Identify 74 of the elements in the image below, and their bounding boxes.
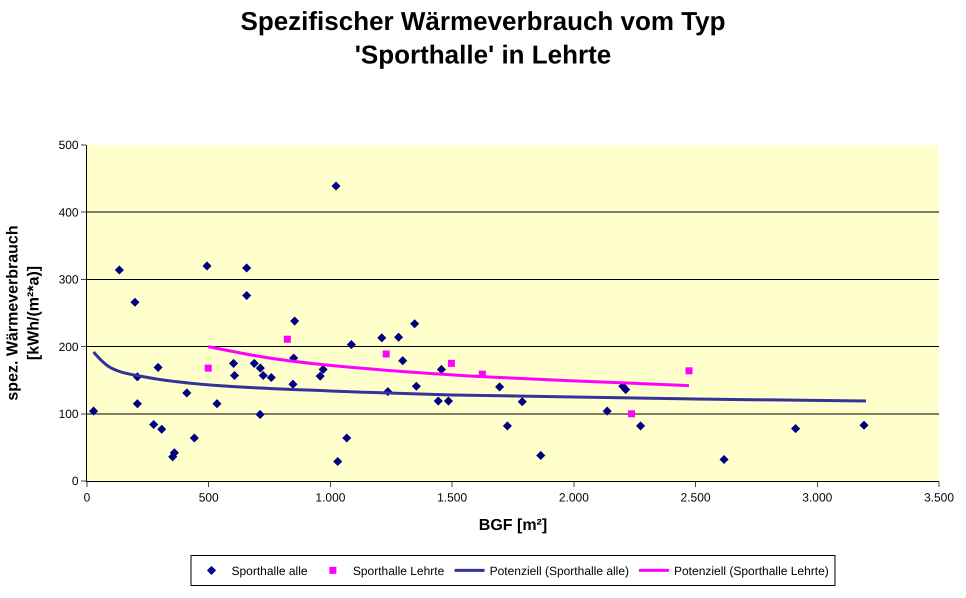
point bbox=[149, 420, 158, 430]
x-tick-label: 1.500 bbox=[437, 490, 468, 504]
y-tick-label: 500 bbox=[58, 138, 79, 152]
point bbox=[258, 370, 268, 380]
point bbox=[444, 396, 454, 406]
point bbox=[228, 358, 238, 368]
point bbox=[398, 356, 408, 366]
point bbox=[382, 350, 390, 358]
point bbox=[190, 433, 199, 443]
x-tick-label: 3.500 bbox=[924, 490, 954, 504]
y-axis-title: spez. Wärmeverbrauch [kWh/(m²*a)] bbox=[4, 225, 42, 401]
point bbox=[204, 364, 212, 372]
point bbox=[132, 399, 142, 408]
point bbox=[412, 382, 421, 391]
y-tick-label: 300 bbox=[58, 272, 79, 287]
point bbox=[212, 399, 222, 408]
x-tick-label: 0 bbox=[84, 490, 91, 504]
point bbox=[495, 382, 504, 392]
point bbox=[250, 358, 259, 368]
x-tick-label: 2.000 bbox=[558, 490, 590, 504]
point bbox=[256, 410, 265, 420]
point bbox=[331, 181, 341, 191]
legend-label: Sporthalle alle bbox=[232, 564, 308, 578]
point bbox=[720, 454, 729, 464]
point bbox=[621, 385, 630, 394]
point bbox=[182, 388, 192, 398]
point bbox=[518, 397, 527, 406]
point bbox=[230, 370, 240, 380]
point bbox=[394, 332, 404, 342]
point bbox=[154, 362, 163, 372]
point bbox=[288, 380, 298, 389]
y-tick-label: 200 bbox=[58, 340, 79, 354]
point bbox=[434, 396, 443, 406]
point bbox=[377, 333, 386, 342]
line-series bbox=[92, 350, 868, 403]
x-tick-label: 1.000 bbox=[315, 490, 346, 504]
point bbox=[346, 340, 356, 350]
point bbox=[791, 424, 800, 434]
point bbox=[628, 410, 636, 418]
point bbox=[410, 319, 420, 328]
point bbox=[290, 316, 300, 326]
point bbox=[636, 421, 646, 430]
point bbox=[130, 298, 140, 307]
x-axis-title: BGF [m²] bbox=[478, 517, 548, 534]
point bbox=[436, 364, 446, 374]
legend-label: Potenziell (Sporthalle alle) bbox=[490, 564, 630, 578]
x-tick-label: 3.000 bbox=[802, 490, 833, 504]
point bbox=[333, 456, 342, 466]
point bbox=[242, 290, 252, 300]
point bbox=[316, 372, 325, 381]
y-tick-label: 0 bbox=[72, 474, 79, 488]
x-tick-label: 500 bbox=[198, 490, 220, 504]
point bbox=[202, 261, 212, 271]
point bbox=[502, 421, 512, 430]
point bbox=[114, 265, 124, 275]
y-tick-label: 400 bbox=[58, 205, 79, 220]
y-tick-label: 100 bbox=[58, 407, 79, 421]
legend-label: Potenziell (Sporthalle Lehrte) bbox=[674, 564, 829, 578]
point bbox=[284, 336, 291, 343]
point bbox=[342, 433, 352, 443]
line-series bbox=[206, 345, 690, 388]
point bbox=[602, 406, 612, 416]
point bbox=[859, 420, 869, 430]
x-tick-label: 2.500 bbox=[680, 490, 711, 504]
point bbox=[266, 372, 276, 382]
point bbox=[686, 367, 692, 374]
point bbox=[157, 424, 166, 434]
point bbox=[89, 406, 98, 416]
point bbox=[448, 360, 455, 367]
legend-label: Sporthalle Lehrte bbox=[352, 564, 445, 578]
point bbox=[536, 450, 546, 460]
point bbox=[242, 263, 252, 273]
chart-title: Spezifischer Wärmeverbrauch vom Typ 'Sporthalle' in Lehrte bbox=[240, 6, 726, 70]
point bbox=[256, 364, 265, 373]
